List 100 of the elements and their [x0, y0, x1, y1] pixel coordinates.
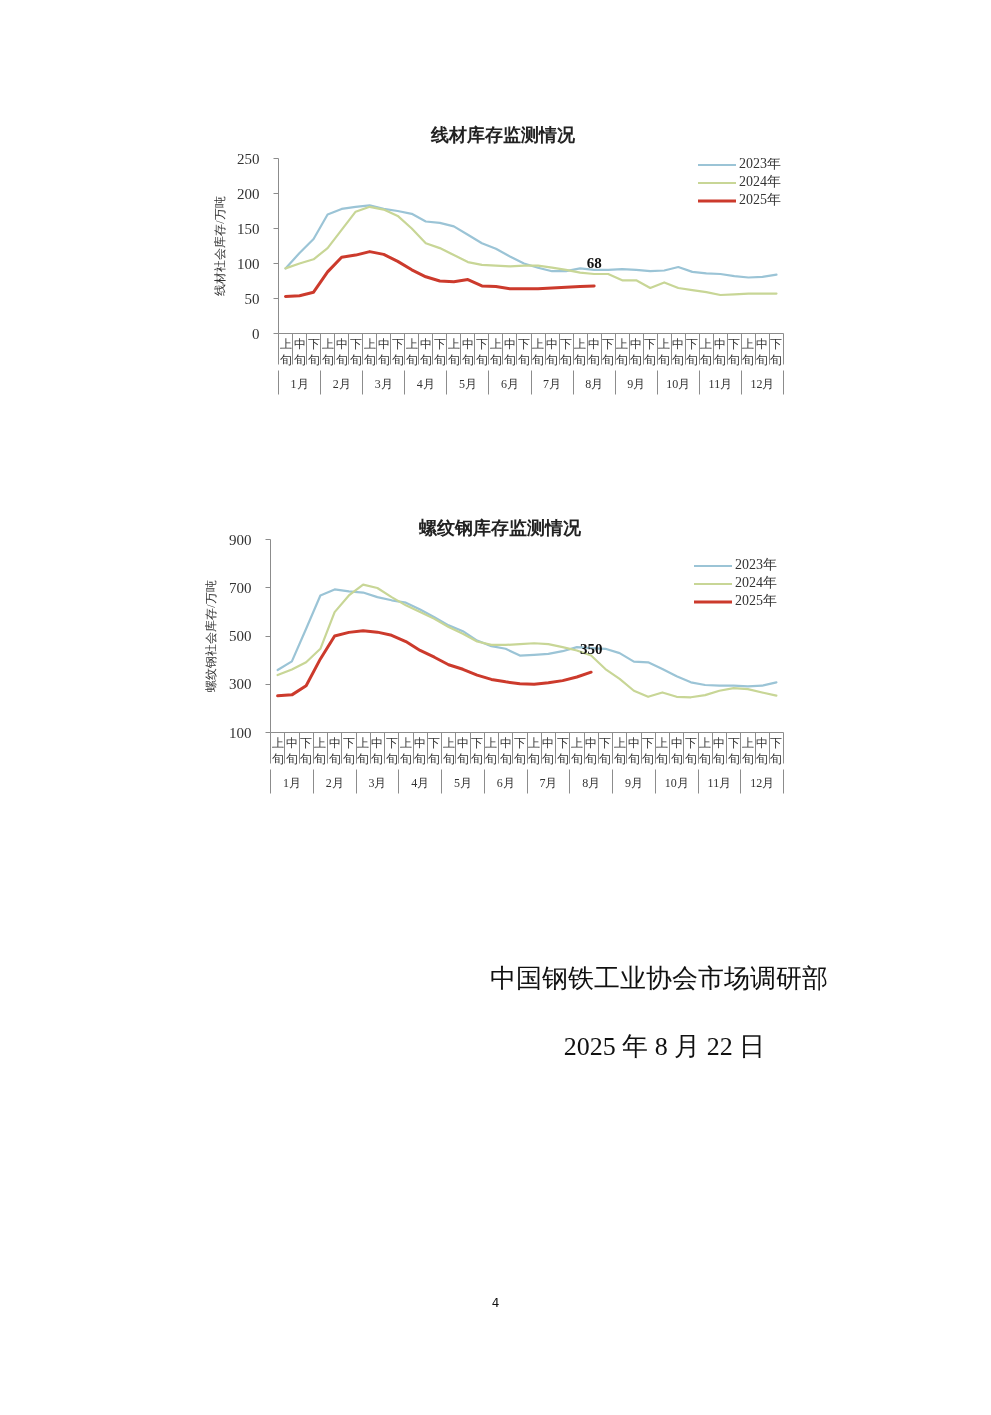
y-tick-label: 700: [229, 579, 252, 596]
category-label: 中旬: [630, 336, 643, 368]
category-label: 3月: [368, 775, 387, 790]
category-label: 下旬: [342, 735, 355, 767]
category-label: 上旬: [363, 336, 376, 368]
category-label: 4月: [416, 376, 435, 391]
category-label: 3月: [374, 376, 393, 391]
legend-label: 2025年: [739, 191, 781, 209]
category-label: 上旬: [399, 735, 412, 767]
category-label: 上旬: [742, 336, 755, 368]
category-label: 2月: [325, 775, 344, 790]
category-label: 上旬: [613, 735, 626, 767]
category-label: 12月: [750, 376, 775, 391]
category-label: 下旬: [684, 735, 697, 767]
category-label: 中旬: [756, 336, 769, 368]
y-tick-label: 100: [229, 724, 252, 741]
category-label: 下旬: [428, 735, 441, 767]
category-label: 中旬: [414, 735, 427, 767]
y-tick-label: 50: [244, 290, 260, 307]
category-label: 中旬: [285, 735, 298, 767]
category-label: 上旬: [532, 336, 545, 368]
category-label: 上旬: [271, 735, 284, 767]
category-label: 上旬: [447, 336, 460, 368]
y-tick-label: 500: [229, 628, 252, 644]
category-label: 中旬: [293, 336, 306, 368]
category-label: 上旬: [528, 735, 541, 767]
category-label: 4月: [411, 775, 430, 790]
category-label: 中旬: [503, 336, 516, 368]
category-label: 中旬: [499, 735, 512, 767]
category-label: 7月: [543, 376, 562, 391]
chart-title: 螺纹钢库存监测情况: [417, 517, 582, 538]
legend-label: 2024年: [735, 574, 777, 592]
category-label: 上旬: [489, 336, 502, 368]
category-label: 下旬: [728, 336, 741, 368]
category-label: 中旬: [419, 336, 432, 368]
category-label: 中旬: [328, 735, 341, 767]
category-label: 中旬: [461, 336, 474, 368]
chart-title: 线材库存监测情况: [429, 124, 576, 145]
category-label: 下旬: [642, 735, 655, 767]
category-label: 下旬: [770, 735, 783, 767]
category-label: 1月: [290, 376, 309, 391]
category-label: 中旬: [588, 336, 601, 368]
category-label: 上旬: [357, 735, 370, 767]
category-label: 中旬: [670, 735, 683, 767]
category-label: 下旬: [560, 336, 573, 368]
category-label: 11月: [708, 376, 733, 391]
category-label: 9月: [627, 376, 646, 391]
y-tick-label: 100: [237, 255, 260, 272]
category-label: 上旬: [485, 735, 498, 767]
legend-label: 2025年: [735, 592, 777, 610]
category-label: 上旬: [741, 735, 754, 767]
y-tick-label: 200: [237, 185, 260, 202]
category-label: 下旬: [556, 735, 569, 767]
category-label: 7月: [539, 775, 558, 790]
category-label: 中旬: [714, 336, 727, 368]
category-label: 下旬: [385, 735, 398, 767]
category-label: 中旬: [456, 735, 469, 767]
category-label: 8月: [585, 376, 604, 391]
category-label: 下旬: [602, 336, 615, 368]
category-label: 下旬: [475, 336, 488, 368]
category-label: 中旬: [627, 735, 640, 767]
y-tick-label: 250: [237, 150, 260, 167]
category-label: 下旬: [513, 735, 526, 767]
category-label: 中旬: [335, 336, 348, 368]
category-label: 上旬: [314, 735, 327, 767]
data-label: 68: [586, 254, 602, 271]
category-label: 中旬: [756, 735, 769, 767]
category-label: 下旬: [391, 336, 404, 368]
category-label: 中旬: [371, 735, 384, 767]
text: 4: [491, 1296, 500, 1310]
category-label: 上旬: [279, 336, 292, 368]
legend-label: 2024年: [739, 173, 781, 191]
y-tick-label: 900: [229, 531, 252, 548]
y-tick-label: 300: [229, 676, 252, 693]
category-label: 中旬: [546, 336, 559, 368]
category-label: 上旬: [574, 336, 587, 368]
category-label: 下旬: [599, 735, 612, 767]
category-label: 上旬: [442, 735, 455, 767]
category-label: 上旬: [656, 735, 669, 767]
category-label: 2月: [332, 376, 351, 391]
category-label: 下旬: [517, 336, 530, 368]
category-label: 11月: [707, 775, 732, 790]
category-label: 上旬: [616, 336, 629, 368]
category-label: 下旬: [307, 336, 320, 368]
category-label: 5月: [458, 376, 477, 391]
y-axis-title: 螺纹钢社会库存/万吨: [204, 580, 218, 692]
category-label: 下旬: [727, 735, 740, 767]
category-label: 下旬: [300, 735, 313, 767]
category-label: 中旬: [585, 735, 598, 767]
category-label: 5月: [453, 775, 472, 790]
category-label: 6月: [500, 376, 519, 391]
category-label: 10月: [666, 376, 691, 391]
category-label: 中旬: [542, 735, 555, 767]
y-tick-label: 150: [237, 220, 260, 237]
category-label: 上旬: [570, 735, 583, 767]
y-tick-label: 0: [252, 325, 260, 342]
data-label: 350: [579, 641, 603, 658]
category-label: 下旬: [770, 336, 783, 368]
text: 2025 年 8 月 22 日: [563, 1032, 766, 1061]
category-label: 下旬: [644, 336, 657, 368]
